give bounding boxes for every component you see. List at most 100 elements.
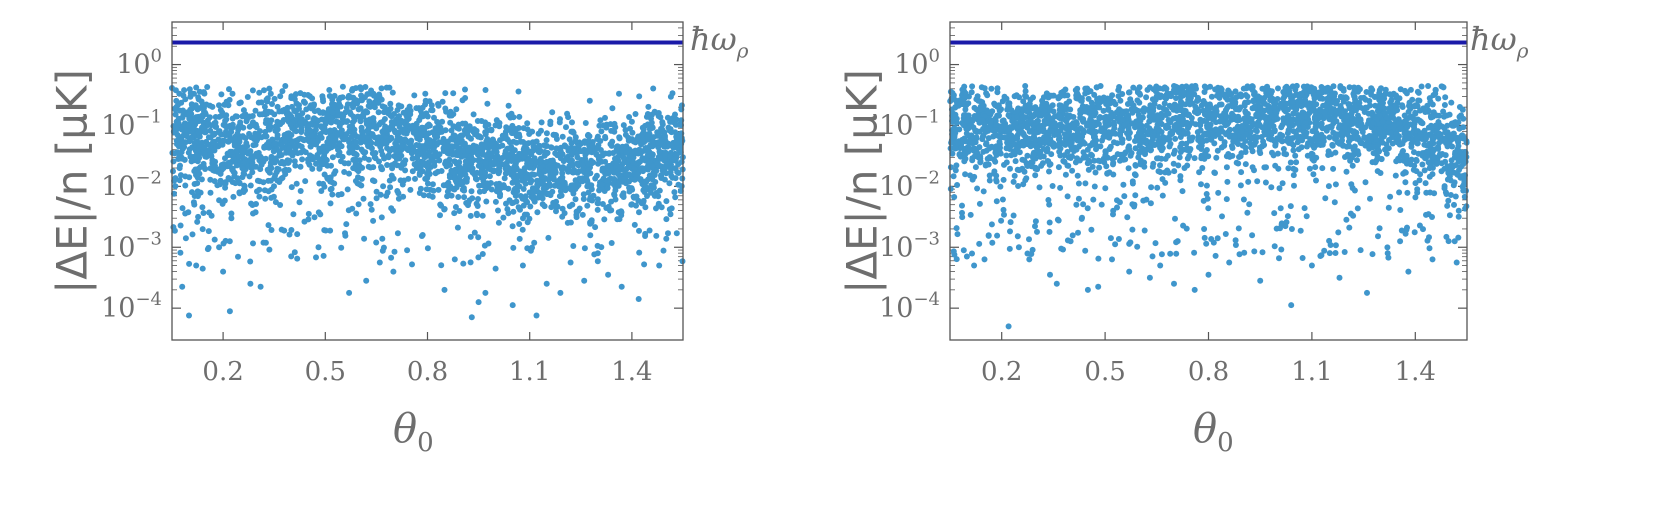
data-point [200, 124, 207, 131]
data-point [470, 111, 477, 118]
data-point [448, 127, 455, 134]
data-point [1284, 130, 1291, 137]
data-point [1102, 185, 1109, 192]
data-point [219, 111, 226, 118]
data-point [481, 242, 488, 249]
data-point [277, 121, 284, 128]
data-point [949, 150, 956, 157]
data-point [1370, 150, 1377, 157]
data-point [398, 103, 405, 110]
data-point [650, 169, 657, 176]
data-point [388, 172, 395, 179]
data-point [439, 98, 446, 105]
data-point [1425, 159, 1432, 166]
data-point [389, 145, 396, 152]
data-point [1201, 83, 1208, 90]
data-point [400, 129, 407, 136]
data-point [176, 177, 183, 184]
data-point [356, 181, 363, 188]
data-point [1164, 152, 1171, 159]
data-point [233, 113, 240, 120]
data-point [991, 145, 998, 151]
data-point [572, 196, 579, 203]
data-point [196, 105, 203, 112]
data-point [523, 175, 530, 182]
data-point [304, 136, 311, 142]
data-point [363, 128, 370, 135]
data-point [1191, 155, 1198, 162]
data-point [1199, 165, 1206, 171]
data-point [1235, 141, 1242, 147]
data-point [239, 133, 246, 140]
data-point [455, 125, 462, 132]
data-point [361, 149, 368, 156]
data-point [1324, 86, 1331, 92]
data-point [364, 91, 371, 98]
data-point [444, 193, 451, 200]
data-point [297, 90, 304, 97]
data-point [1179, 113, 1186, 120]
data-point [1049, 183, 1056, 189]
data-point [252, 107, 259, 114]
data-point [360, 195, 367, 202]
data-point [261, 187, 268, 194]
data-point [516, 113, 523, 120]
data-point [1073, 146, 1080, 153]
data-point [510, 208, 517, 215]
data-point [297, 163, 304, 170]
data-point [237, 119, 244, 126]
data-point [1320, 138, 1327, 145]
data-point [1346, 105, 1353, 112]
data-point [1142, 146, 1149, 153]
data-point [1007, 165, 1013, 172]
data-point [1317, 95, 1324, 102]
data-point [447, 119, 454, 126]
data-point [324, 139, 331, 146]
data-point [646, 227, 653, 234]
data-point [302, 178, 309, 185]
data-point [482, 169, 489, 176]
data-point [1399, 102, 1406, 109]
data-point [468, 188, 475, 195]
data-point [1214, 147, 1221, 154]
data-point [616, 90, 622, 97]
data-point [1022, 88, 1029, 95]
data-point [672, 194, 679, 201]
data-point [503, 159, 510, 166]
data-point [1114, 140, 1121, 147]
data-point [1392, 172, 1399, 179]
data-point [482, 129, 489, 136]
data-point [436, 157, 443, 164]
data-point [375, 109, 382, 116]
data-point [543, 158, 550, 165]
data-point [1029, 153, 1036, 160]
data-point [199, 265, 206, 272]
data-point [308, 132, 315, 139]
data-point [641, 261, 648, 268]
data-point [448, 143, 455, 150]
data-point [424, 163, 431, 170]
data-point [529, 128, 536, 135]
data-point [266, 144, 272, 151]
data-point [173, 125, 180, 132]
data-point [1456, 167, 1462, 173]
data-point [178, 155, 185, 162]
data-point [415, 142, 422, 149]
data-point [1046, 168, 1052, 175]
data-point [1358, 95, 1364, 101]
data-point [482, 159, 489, 166]
data-point [1223, 164, 1230, 171]
data-point [217, 177, 224, 184]
data-point [511, 174, 517, 181]
data-point [475, 157, 482, 164]
data-point [187, 106, 194, 113]
data-point [511, 125, 518, 132]
data-point [389, 122, 395, 128]
data-point [265, 222, 272, 229]
data-point [344, 118, 351, 125]
data-point [643, 113, 650, 120]
data-point [536, 142, 543, 149]
data-point [575, 143, 582, 150]
data-point [460, 141, 466, 148]
data-point [394, 188, 401, 194]
